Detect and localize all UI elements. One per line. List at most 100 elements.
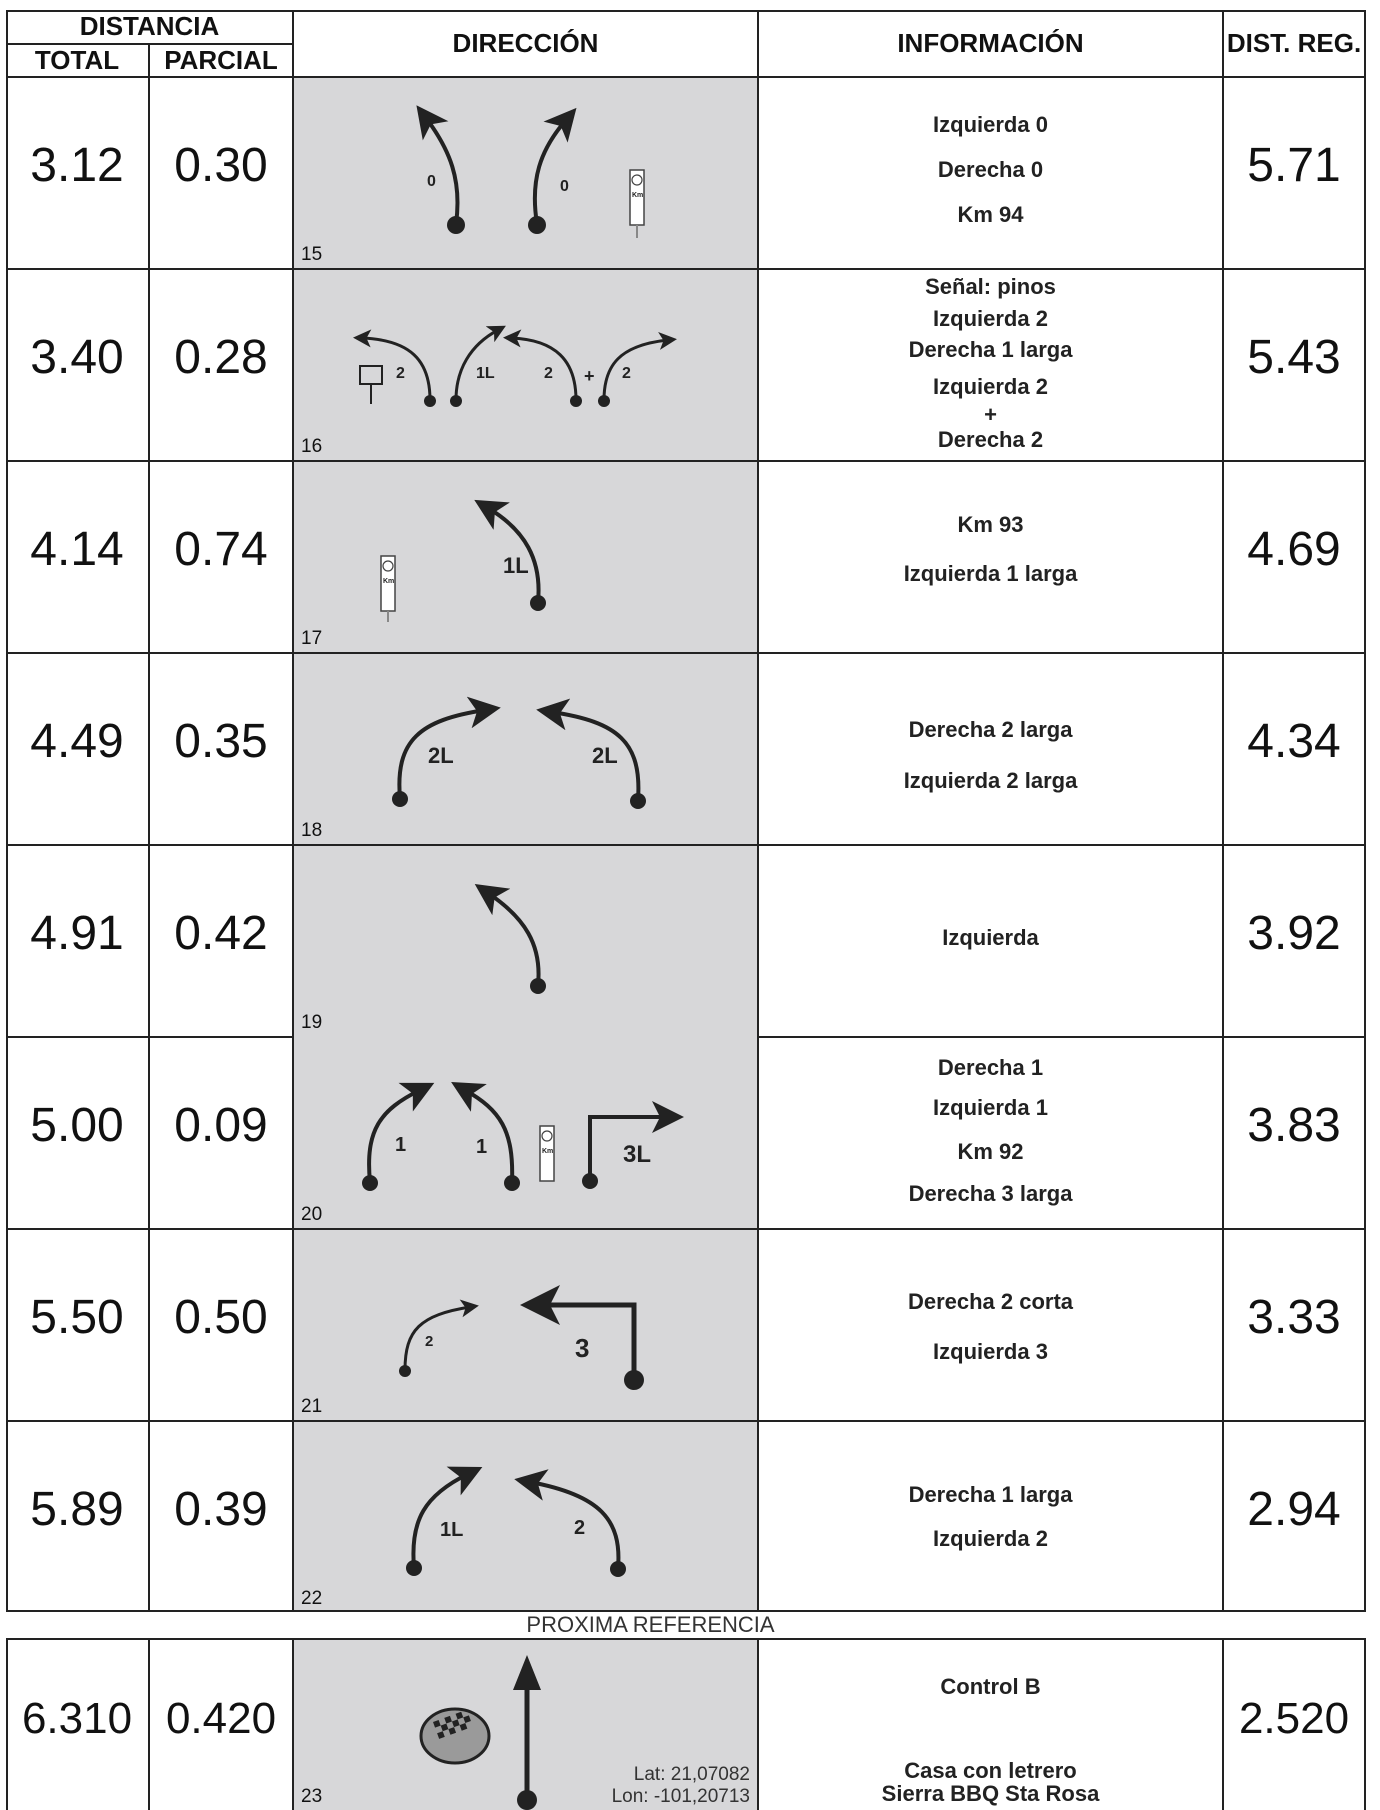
next-total-distance: 6.310 xyxy=(21,1694,133,1743)
tulip-left-3 xyxy=(520,1285,644,1390)
row-number: 22 xyxy=(301,1588,323,1609)
info-line: Derecha 1 larga xyxy=(908,1482,1073,1507)
tulip-label: 2 xyxy=(622,365,631,382)
tulip-label: 2L xyxy=(592,743,618,768)
info-line: Derecha 1 larga xyxy=(908,337,1073,362)
next-reference-title: PROXIMA REFERENCIA xyxy=(526,1612,775,1637)
total-distance: 5.89 xyxy=(30,1483,124,1536)
partial-distance: 0.74 xyxy=(174,523,268,576)
km-marker-icon: Km xyxy=(380,555,396,622)
info-line: Izquierda 0 xyxy=(933,112,1048,137)
row-number: 17 xyxy=(301,628,323,649)
tulip-label: 1L xyxy=(440,1519,463,1541)
info-line: Izquierda 2 xyxy=(933,1526,1048,1551)
info-line: Izquierda 3 xyxy=(933,1339,1048,1364)
straight-arrow xyxy=(513,1655,541,1810)
tulip-left-2b xyxy=(503,329,582,407)
row-number: 16 xyxy=(301,436,323,457)
partial-distance: 0.30 xyxy=(174,139,268,192)
reg-distance: 3.33 xyxy=(1247,1291,1341,1344)
km-marker-icon: Km xyxy=(539,1125,555,1182)
info-line: Control B xyxy=(940,1674,1041,1699)
tulip-label: 3 xyxy=(575,1333,589,1363)
partial-distance: 0.28 xyxy=(174,331,268,384)
tulip-right-2-corta xyxy=(399,1299,479,1377)
tulip-label: + xyxy=(584,366,595,386)
next-partial-distance: 0.420 xyxy=(165,1694,277,1743)
reg-distance: 3.83 xyxy=(1247,1099,1341,1152)
info-line: Casa con letrero xyxy=(904,1758,1077,1783)
info-line: Derecha 2 larga xyxy=(908,717,1073,742)
info-line: Derecha 2 xyxy=(937,427,1044,452)
info-line: Derecha 3 larga xyxy=(908,1181,1073,1206)
info-line: Derecha 2 corta xyxy=(907,1289,1074,1314)
total-distance: 5.50 xyxy=(30,1291,124,1344)
info-line: + xyxy=(984,402,997,427)
row-number: 21 xyxy=(301,1396,323,1417)
svg-text:Km: Km xyxy=(632,192,643,199)
header-distancia: DISTANCIA xyxy=(79,11,220,41)
tulip-label: 2 xyxy=(396,365,405,382)
total-distance: 3.40 xyxy=(30,331,124,384)
header-direccion: DIRECCIÓN xyxy=(452,28,599,58)
tulip-left-2l xyxy=(536,698,646,809)
tulip-label: 0 xyxy=(560,178,569,195)
longitude: Lon: -101,20713 xyxy=(611,1786,750,1807)
tulip-label: 2 xyxy=(425,1333,433,1350)
header-dist-reg: DIST. REG. xyxy=(1226,28,1362,58)
info-line: Sierra BBQ Sta Rosa xyxy=(881,1781,1100,1806)
tulip-left-1 xyxy=(451,1082,520,1191)
row-number: 23 xyxy=(301,1786,323,1807)
tulip-label: 2 xyxy=(544,365,553,382)
header-parcial: PARCIAL xyxy=(164,45,278,75)
info-line: Km 92 xyxy=(957,1139,1024,1164)
tulip-label: 1L xyxy=(503,553,529,578)
partial-distance: 0.42 xyxy=(174,907,268,960)
tulip-label: 0 xyxy=(427,173,436,190)
partial-distance: 0.50 xyxy=(174,1291,268,1344)
latitude: Lat: 21,07082 xyxy=(633,1764,750,1785)
total-distance: 3.12 xyxy=(30,139,124,192)
pine-sign-icon xyxy=(359,365,383,404)
partial-distance: 0.35 xyxy=(174,715,268,768)
reg-distance: 2.94 xyxy=(1247,1483,1341,1536)
tulip-left-2 xyxy=(353,329,436,407)
info-line: Km 94 xyxy=(957,202,1024,227)
svg-text:Km: Km xyxy=(383,578,394,585)
total-distance: 4.49 xyxy=(30,715,124,768)
reg-distance: 5.71 xyxy=(1247,139,1341,192)
reg-distance: 4.69 xyxy=(1247,523,1341,576)
row-number: 20 xyxy=(301,1204,323,1225)
row-number: 18 xyxy=(301,820,323,841)
row-number: 19 xyxy=(301,1012,323,1033)
tulip-left-1l xyxy=(474,499,546,611)
tulip-right-0 xyxy=(528,107,577,234)
total-distance: 4.91 xyxy=(30,907,124,960)
info-line: Izquierda 2 xyxy=(933,306,1048,331)
tulip-label: 1 xyxy=(395,1134,406,1156)
tulip-label: 1 xyxy=(476,1136,487,1158)
tulip-right-3l xyxy=(582,1101,684,1189)
tulip-left-2 xyxy=(514,1469,626,1577)
info-line: Km 93 xyxy=(957,512,1024,537)
info-line: Derecha 1 xyxy=(937,1055,1044,1080)
info-line: Señal: pinos xyxy=(925,274,1056,299)
tulip-left xyxy=(474,884,546,994)
tulip-right-1 xyxy=(362,1082,435,1191)
next-reg-distance: 2.520 xyxy=(1238,1694,1350,1743)
tulip-right-1l xyxy=(450,325,506,407)
checkered-flag-icon xyxy=(419,1707,491,1765)
tulip-right-2 xyxy=(598,331,677,407)
info-line: Izquierda xyxy=(942,925,1039,950)
tulip-label: 3L xyxy=(623,1141,651,1168)
info-line: Izquierda 1 larga xyxy=(903,561,1078,586)
svg-text:Km: Km xyxy=(542,1148,553,1155)
info-line: Izquierda 2 xyxy=(933,374,1048,399)
partial-distance: 0.09 xyxy=(174,1099,268,1152)
tulip-right-2l xyxy=(392,696,501,807)
km-marker-icon: Km xyxy=(629,169,645,238)
header-total: TOTAL xyxy=(34,45,120,75)
reg-distance: 5.43 xyxy=(1247,331,1341,384)
tulip-right-1l xyxy=(406,1466,483,1576)
info-line: Izquierda 1 xyxy=(933,1095,1048,1120)
